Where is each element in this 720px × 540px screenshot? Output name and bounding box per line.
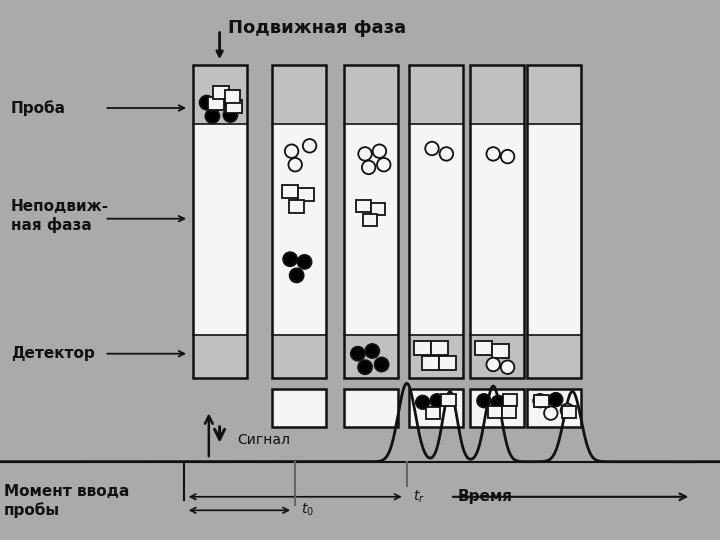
Ellipse shape	[351, 347, 365, 361]
Bar	[193, 124, 246, 335]
Bar	[438, 356, 456, 370]
Text: Детектор: Детектор	[11, 346, 94, 361]
Ellipse shape	[216, 93, 230, 107]
Bar	[469, 389, 523, 427]
Text: Неподвиж-
ная фаза: Неподвиж- ная фаза	[11, 199, 109, 233]
Ellipse shape	[289, 268, 304, 282]
Ellipse shape	[561, 404, 574, 417]
Bar	[272, 389, 325, 427]
Ellipse shape	[362, 161, 375, 174]
Text: Сигнал: Сигнал	[238, 433, 291, 447]
Bar	[193, 335, 246, 378]
Ellipse shape	[283, 252, 297, 266]
Ellipse shape	[359, 147, 372, 161]
Ellipse shape	[303, 139, 316, 152]
Bar	[487, 406, 502, 418]
Text: $t_0$: $t_0$	[301, 502, 314, 518]
Bar	[527, 389, 582, 427]
Bar	[363, 214, 377, 226]
Bar	[469, 335, 523, 378]
Bar	[371, 203, 385, 215]
Ellipse shape	[365, 344, 379, 358]
Bar	[272, 124, 325, 335]
Ellipse shape	[440, 147, 453, 161]
Bar	[344, 65, 397, 378]
Bar	[226, 100, 242, 113]
Ellipse shape	[549, 393, 562, 406]
Ellipse shape	[285, 144, 298, 158]
Bar	[409, 65, 463, 124]
Bar	[426, 407, 440, 419]
Bar	[527, 335, 582, 378]
Bar	[527, 124, 582, 335]
Bar	[527, 65, 582, 124]
Bar	[409, 65, 463, 378]
Bar	[469, 65, 523, 124]
Ellipse shape	[501, 361, 514, 374]
Ellipse shape	[426, 141, 438, 156]
Ellipse shape	[431, 394, 444, 407]
Bar	[344, 389, 397, 427]
Ellipse shape	[377, 158, 390, 172]
Text: Момент ввода
пробы: Момент ввода пробы	[4, 484, 129, 518]
Bar	[208, 97, 224, 110]
Bar	[414, 341, 431, 355]
Ellipse shape	[297, 255, 312, 269]
Bar	[193, 65, 246, 124]
Bar	[298, 188, 314, 201]
Bar	[562, 406, 576, 418]
Ellipse shape	[487, 357, 500, 372]
Bar	[409, 335, 463, 378]
Bar	[213, 86, 229, 99]
Bar	[534, 395, 549, 407]
Ellipse shape	[477, 394, 490, 407]
Text: $t_r$: $t_r$	[413, 489, 425, 505]
Bar	[272, 65, 325, 378]
Text: Время: Время	[457, 489, 512, 504]
Bar	[272, 335, 325, 378]
Ellipse shape	[501, 150, 514, 163]
Bar	[409, 124, 463, 335]
Ellipse shape	[544, 407, 557, 420]
Bar	[431, 341, 448, 355]
Bar	[409, 389, 463, 427]
Bar	[289, 200, 305, 213]
Bar	[356, 200, 371, 212]
Bar	[193, 65, 246, 378]
Ellipse shape	[205, 109, 220, 123]
Bar	[469, 124, 523, 335]
Bar	[441, 394, 456, 406]
Ellipse shape	[374, 357, 389, 372]
Ellipse shape	[534, 394, 546, 407]
Bar	[344, 124, 397, 335]
Bar	[492, 344, 509, 358]
Bar	[422, 356, 439, 370]
Bar	[527, 65, 582, 378]
Bar	[469, 65, 523, 378]
Ellipse shape	[492, 395, 505, 409]
Ellipse shape	[416, 395, 429, 409]
Bar	[502, 406, 516, 418]
Bar	[272, 65, 325, 124]
Ellipse shape	[373, 144, 386, 158]
Text: Подвижная фаза: Подвижная фаза	[228, 19, 406, 37]
Text: Проба: Проба	[11, 100, 66, 116]
Bar	[503, 394, 517, 406]
Ellipse shape	[199, 96, 214, 110]
Ellipse shape	[289, 158, 302, 172]
Bar	[225, 90, 240, 103]
Bar	[344, 65, 397, 124]
Bar	[282, 185, 298, 198]
Bar	[475, 341, 492, 355]
Ellipse shape	[223, 108, 238, 122]
Ellipse shape	[487, 147, 500, 161]
Bar	[344, 335, 397, 378]
Ellipse shape	[358, 360, 372, 374]
